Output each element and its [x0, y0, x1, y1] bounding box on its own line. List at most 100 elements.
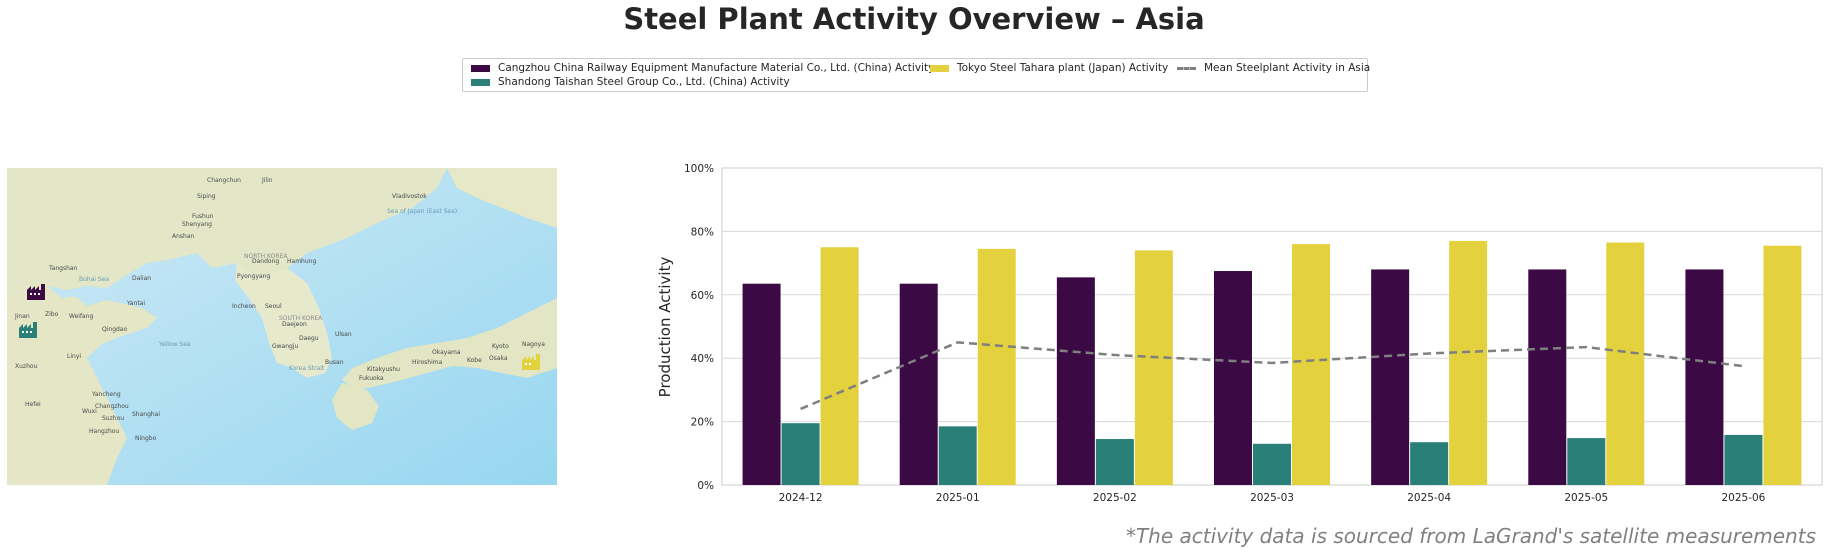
bar-3-2025-04	[1449, 240, 1488, 485]
map-svg: Changchun Jilin Vladivostok Siping Sheny…	[7, 168, 557, 485]
map-label: Hiroshima	[412, 359, 443, 366]
map-label: NORTH KOREA	[244, 253, 288, 260]
map-label: Tangshan	[48, 265, 78, 272]
map-label: Fukuoka	[359, 375, 384, 382]
bar-1-2025-06	[1685, 269, 1724, 485]
legend-label-shandong: Shandong Taishan Steel Group Co., Ltd. (…	[498, 76, 790, 88]
mean-line	[800, 341, 1744, 411]
map-label: Busan	[325, 359, 344, 366]
map-label: Ulsan	[335, 331, 352, 338]
x-tick-label: 2025-01	[936, 492, 980, 504]
legend-swatch-cangzhou	[471, 64, 490, 72]
map-label: Changzhou	[95, 403, 129, 410]
map-label: Anshan	[172, 233, 195, 240]
map-label: Siping	[197, 193, 216, 200]
bar-1-2025-04	[1371, 269, 1410, 485]
bar-2-2025-04	[1410, 442, 1449, 485]
map-label: Yancheng	[91, 391, 121, 398]
legend-label-tahara: Tokyo Steel Tahara plant (Japan) Activit…	[957, 62, 1169, 74]
bar-2-2025-03	[1253, 443, 1291, 485]
legend-item-cangzhou: Cangzhou China Railway Equipment Manufac…	[471, 62, 934, 74]
chart-title: Steel Plant Activity Overview – Asia	[623, 2, 1205, 36]
bar-2-2025-02	[1095, 439, 1134, 485]
map-label: Fushun	[192, 213, 214, 220]
y-ticks: 0% 20% 40% 60% 80% 100%	[684, 163, 714, 492]
legend-label-cangzhou: Cangzhou China Railway Equipment Manufac…	[498, 62, 935, 74]
bar-3-2025-01	[977, 248, 1016, 485]
bar-2-2025-06	[1724, 434, 1763, 485]
map-label: Okayama	[432, 349, 461, 356]
bar-3-2025-06	[1763, 245, 1802, 485]
map-label: Sea of Japan (East Sea)	[387, 208, 457, 215]
bar-1-2025-05	[1528, 269, 1567, 485]
map-label: Daejeon	[282, 321, 307, 328]
bar-3-2025-05	[1606, 242, 1645, 485]
map-label: Daegu	[299, 335, 319, 342]
y-tick-label: 0%	[697, 480, 714, 492]
legend-label-mean: Mean Steelplant Activity in Asia	[1204, 62, 1371, 74]
map-label: Shenyang	[182, 221, 212, 228]
map-label: Kyoto	[492, 343, 509, 350]
x-tick-label: 2025-05	[1564, 492, 1608, 504]
x-tick-label: 2025-02	[1093, 492, 1137, 504]
x-ticks: 2024-12 2025-01 2025-02 2025-03 2025-04 2025-…	[779, 492, 1766, 504]
map-label: Pyongyang	[237, 273, 270, 280]
map-label: Nagoya	[522, 341, 545, 348]
bar-2-2025-01	[938, 426, 977, 485]
x-tick-label: 2025-04	[1407, 492, 1451, 504]
bar-1-2024-12	[742, 283, 781, 485]
map-label: Gwangju	[272, 343, 299, 350]
map-label: Yellow Sea	[158, 341, 191, 348]
legend-swatch-tahara	[930, 64, 949, 72]
y-tick-label: 60%	[691, 290, 714, 302]
land-korea	[235, 263, 332, 378]
map-label: Yantai	[126, 300, 145, 307]
map-label: Ningbo	[135, 435, 157, 442]
plot-area	[721, 167, 1823, 486]
bar-3-2025-03	[1292, 244, 1330, 485]
legend: Cangzhou China Railway Equipment Manufac…	[462, 58, 1370, 92]
y-tick-label: 20%	[691, 417, 714, 429]
x-tick-label: 2025-06	[1721, 492, 1765, 504]
asia-map: Changchun Jilin Vladivostok Siping Sheny…	[7, 168, 557, 485]
y-tick-label: 100%	[684, 163, 714, 175]
map-label: Suzhou	[102, 415, 124, 422]
map-label: Hefei	[25, 401, 41, 408]
cangzhou-factory-icon	[27, 284, 45, 300]
land-japan	[342, 298, 557, 390]
bar-2-2025-05	[1567, 438, 1606, 485]
chart-container: 0% 20% 40% 60% 80% 100% 2024-12 2025-01 2025-02…	[640, 160, 1825, 514]
tahara-factory-icon	[522, 354, 540, 370]
map-label: Qingdao	[102, 326, 127, 333]
map-label: Dalian	[132, 275, 151, 282]
map-label: Vladivostok	[392, 193, 427, 200]
y-tick-label: 80%	[691, 226, 714, 238]
map-label: Kobe	[467, 357, 482, 364]
y-tick-label: 40%	[691, 353, 714, 365]
legend-item-tahara: Tokyo Steel Tahara plant (Japan) Activit…	[930, 62, 1168, 74]
bar-3-2025-02	[1134, 250, 1173, 485]
bars	[742, 240, 1802, 485]
land-manchuria	[7, 168, 447, 296]
map-label: Hamhung	[287, 258, 316, 265]
map-label: Shanghai	[132, 411, 160, 418]
legend-item-mean: Mean Steelplant Activity in Asia	[1177, 62, 1370, 74]
x-tick-label: 2025-03	[1250, 492, 1294, 504]
land-russia	[447, 168, 557, 228]
y-axis-label: Production Activity	[656, 257, 674, 398]
map-label: Incheon	[232, 303, 256, 310]
footnote: *The activity data is sourced from LaGra…	[1125, 524, 1816, 548]
map-label: Hangzhou	[89, 428, 119, 435]
map-label: Dandong	[252, 258, 279, 265]
bar-1-2025-03	[1214, 271, 1252, 485]
bar-2-2024-12	[781, 423, 820, 485]
legend-line-mean	[1177, 66, 1196, 70]
map-label: Osaka	[489, 355, 508, 362]
map-label: Linyi	[67, 353, 81, 360]
bar-1-2025-02	[1056, 277, 1095, 485]
map-label: Changchun	[207, 177, 241, 184]
chart-svg: 0% 20% 40% 60% 80% 100% 2024-12 2025-01 2025-02…	[656, 163, 1823, 504]
map-labels: Changchun Jilin Vladivostok Siping Sheny…	[14, 177, 545, 442]
map-label: Kitakyushu	[367, 366, 400, 373]
map-label: Xuzhou	[15, 363, 38, 370]
